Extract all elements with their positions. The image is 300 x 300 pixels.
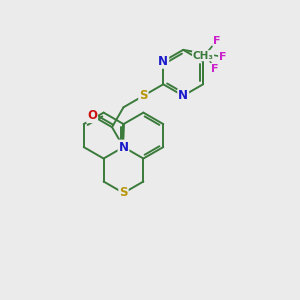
Text: F: F bbox=[211, 64, 218, 74]
Text: N: N bbox=[118, 141, 128, 154]
Text: N: N bbox=[178, 89, 188, 102]
Text: N: N bbox=[158, 55, 168, 68]
Text: F: F bbox=[213, 36, 220, 46]
Text: S: S bbox=[119, 187, 128, 200]
Text: CH₃: CH₃ bbox=[193, 51, 214, 61]
Text: O: O bbox=[87, 109, 97, 122]
Text: F: F bbox=[219, 52, 226, 62]
Text: S: S bbox=[139, 89, 148, 102]
